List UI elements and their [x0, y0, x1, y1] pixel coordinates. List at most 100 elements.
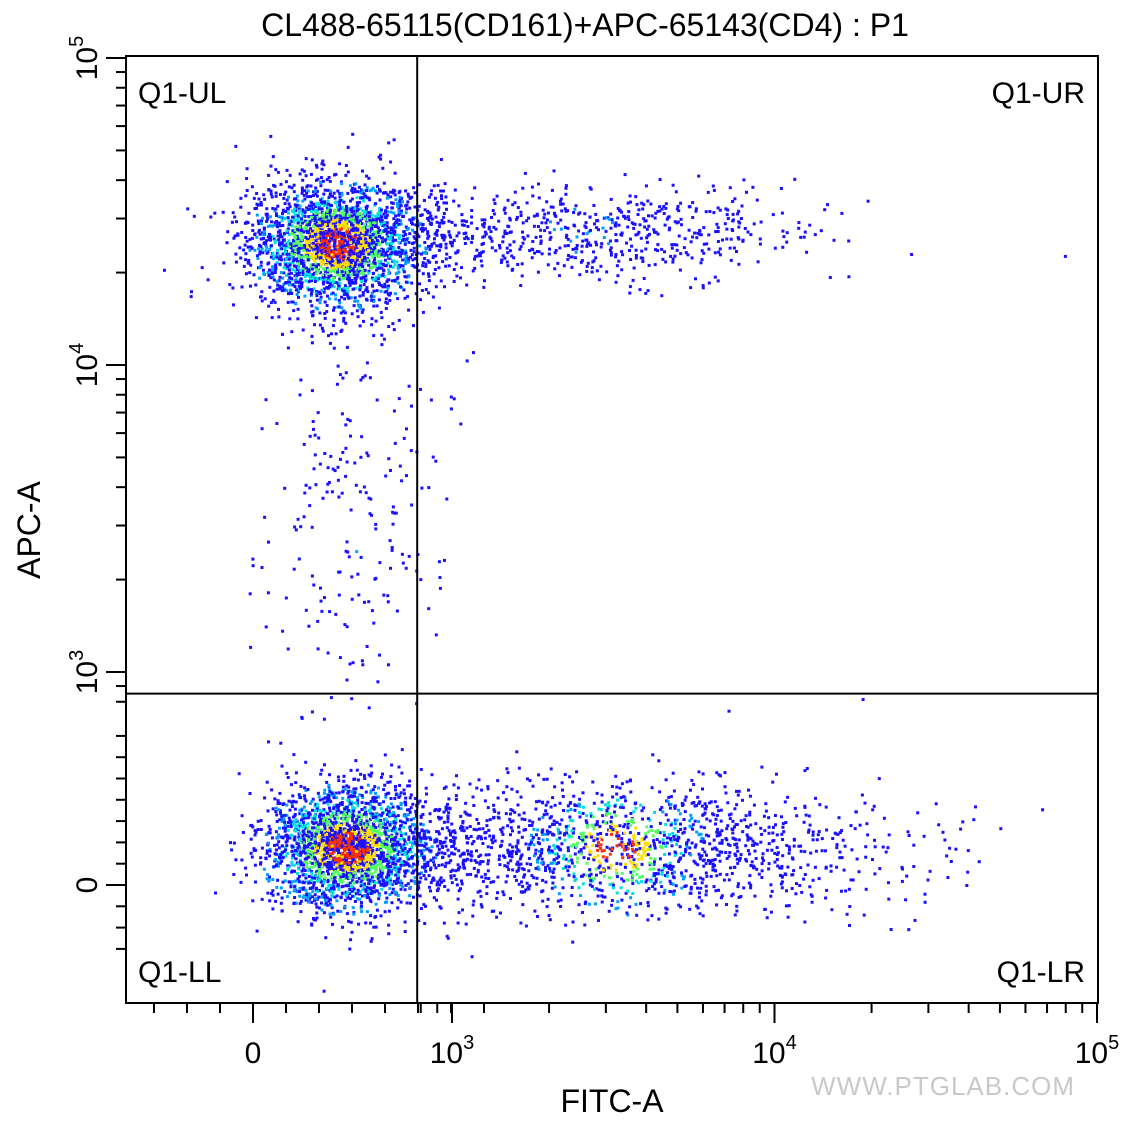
data-point [300, 812, 304, 816]
data-point [742, 178, 746, 182]
data-point [364, 231, 368, 234]
data-point [320, 840, 324, 844]
data-point [364, 801, 368, 805]
data-point [390, 206, 394, 210]
data-point [368, 868, 372, 872]
data-point [329, 793, 333, 797]
data-point [334, 244, 338, 248]
data-point [421, 272, 425, 276]
data-point [362, 856, 366, 860]
data-point [305, 185, 309, 189]
data-point [337, 208, 341, 212]
data-point [729, 258, 733, 262]
data-point [327, 196, 331, 200]
data-point [263, 197, 267, 201]
data-point [359, 240, 363, 244]
data-point [741, 239, 745, 243]
data-point [345, 243, 349, 247]
data-point [351, 259, 355, 262]
data-point [303, 869, 307, 872]
data-point [370, 239, 374, 242]
data-point [258, 243, 261, 247]
data-point [367, 882, 371, 886]
data-point [373, 890, 376, 894]
data-point [310, 252, 314, 256]
data-point [375, 859, 379, 863]
data-point [331, 856, 335, 860]
data-point [580, 259, 584, 263]
data-point [357, 286, 361, 290]
data-point [439, 189, 443, 193]
data-point [285, 274, 288, 278]
data-point [397, 765, 401, 769]
data-point [383, 910, 387, 914]
data-point [311, 817, 314, 820]
data-point [322, 204, 326, 208]
data-point [325, 232, 329, 236]
data-point [399, 834, 403, 837]
data-point [728, 246, 732, 250]
data-point [387, 268, 391, 272]
data-point [339, 245, 343, 249]
data-point [320, 277, 323, 281]
data-point [330, 906, 334, 910]
data-point [531, 194, 535, 198]
data-point [333, 868, 336, 872]
data-point [309, 195, 312, 198]
data-point [284, 180, 288, 184]
data-point [360, 280, 364, 283]
data-point [404, 262, 408, 265]
data-point [375, 830, 378, 833]
data-point [296, 280, 300, 284]
data-point [404, 832, 408, 836]
data-point [396, 297, 400, 301]
data-point [255, 192, 259, 195]
data-point [599, 245, 603, 249]
data-point [315, 890, 319, 893]
data-point [342, 234, 346, 238]
data-point [335, 259, 339, 263]
data-point [544, 221, 548, 225]
data-point [371, 271, 375, 275]
data-point [350, 210, 354, 214]
data-point [357, 185, 361, 189]
data-point [293, 228, 297, 232]
data-point [384, 228, 388, 232]
data-point [406, 295, 409, 299]
data-point [333, 843, 337, 847]
data-point [309, 256, 313, 260]
data-point [350, 188, 354, 192]
data-point [305, 255, 309, 259]
data-point [345, 220, 349, 223]
data-point [335, 255, 339, 259]
data-point [355, 814, 359, 818]
data-point [371, 218, 375, 222]
data-point [453, 188, 457, 192]
data-point [341, 796, 345, 800]
data-point [386, 286, 390, 290]
data-point [620, 231, 624, 235]
data-point [392, 328, 396, 332]
data-point [515, 215, 519, 219]
data-point [303, 830, 307, 834]
data-point [309, 277, 313, 281]
data-point [736, 212, 740, 216]
data-point [209, 215, 213, 219]
data-point [383, 290, 387, 294]
data-point [354, 262, 357, 266]
data-point [378, 234, 381, 238]
data-point [799, 235, 803, 239]
data-point [397, 218, 401, 222]
data-point [365, 174, 369, 178]
data-point [405, 207, 409, 211]
data-point [295, 819, 299, 823]
data-point [290, 330, 294, 334]
data-point [361, 888, 365, 892]
data-point [386, 839, 390, 843]
data-point [340, 237, 344, 241]
data-point [287, 239, 291, 243]
data-point [333, 196, 337, 200]
data-point [232, 236, 236, 240]
data-point [303, 214, 307, 218]
data-point [312, 257, 315, 261]
